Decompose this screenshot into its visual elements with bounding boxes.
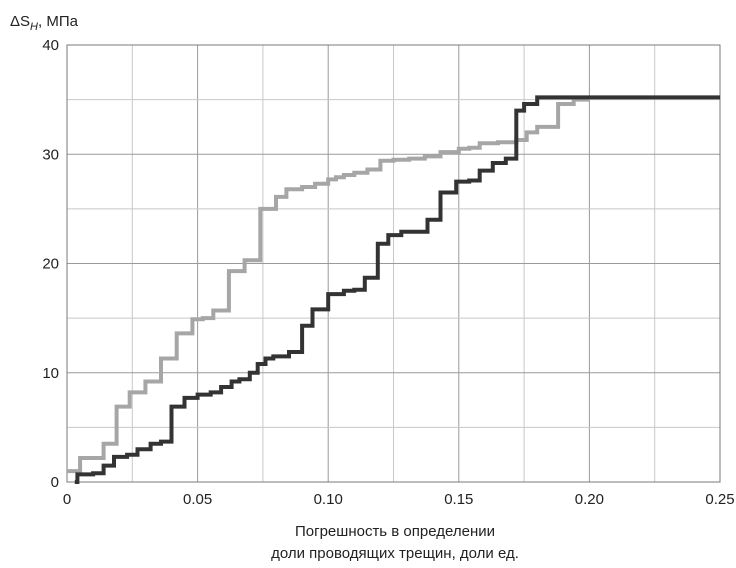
y-tick-label: 20: [42, 256, 59, 273]
x-tick-label: 0.10: [314, 491, 343, 508]
series-line-1: [67, 97, 590, 474]
x-axis-label-line1: Погрешность в определении: [295, 523, 495, 540]
x-tick-label: 0: [63, 491, 71, 508]
tick-labels: 0 0.05 0.10 0.15 0.20 0.25 0 10 20 30 40: [42, 37, 734, 508]
y-axis-label: ΔSH, МПа: [10, 13, 79, 33]
plot-frame: [66, 44, 721, 483]
x-tick-label: 0.05: [183, 491, 212, 508]
grid: [67, 45, 720, 482]
y-tick-label: 0: [51, 474, 59, 491]
y-axis-label-unit: , МПа: [38, 13, 79, 30]
y-tick-label: 10: [42, 365, 59, 382]
series-line-2: [74, 95, 720, 484]
series-layer: [67, 95, 720, 484]
x-tick-label: 0.20: [575, 491, 604, 508]
x-tick-label: 0.25: [705, 491, 734, 508]
y-tick-label: 30: [42, 146, 59, 163]
y-tick-label: 40: [42, 37, 59, 54]
y-axis-label-symbol: ΔS: [10, 13, 30, 30]
y-axis-label-subscript: H: [30, 21, 38, 33]
x-tick-label: 0.15: [444, 491, 473, 508]
x-axis-label-line2: доли проводящих трещин, доли ед.: [271, 545, 519, 562]
